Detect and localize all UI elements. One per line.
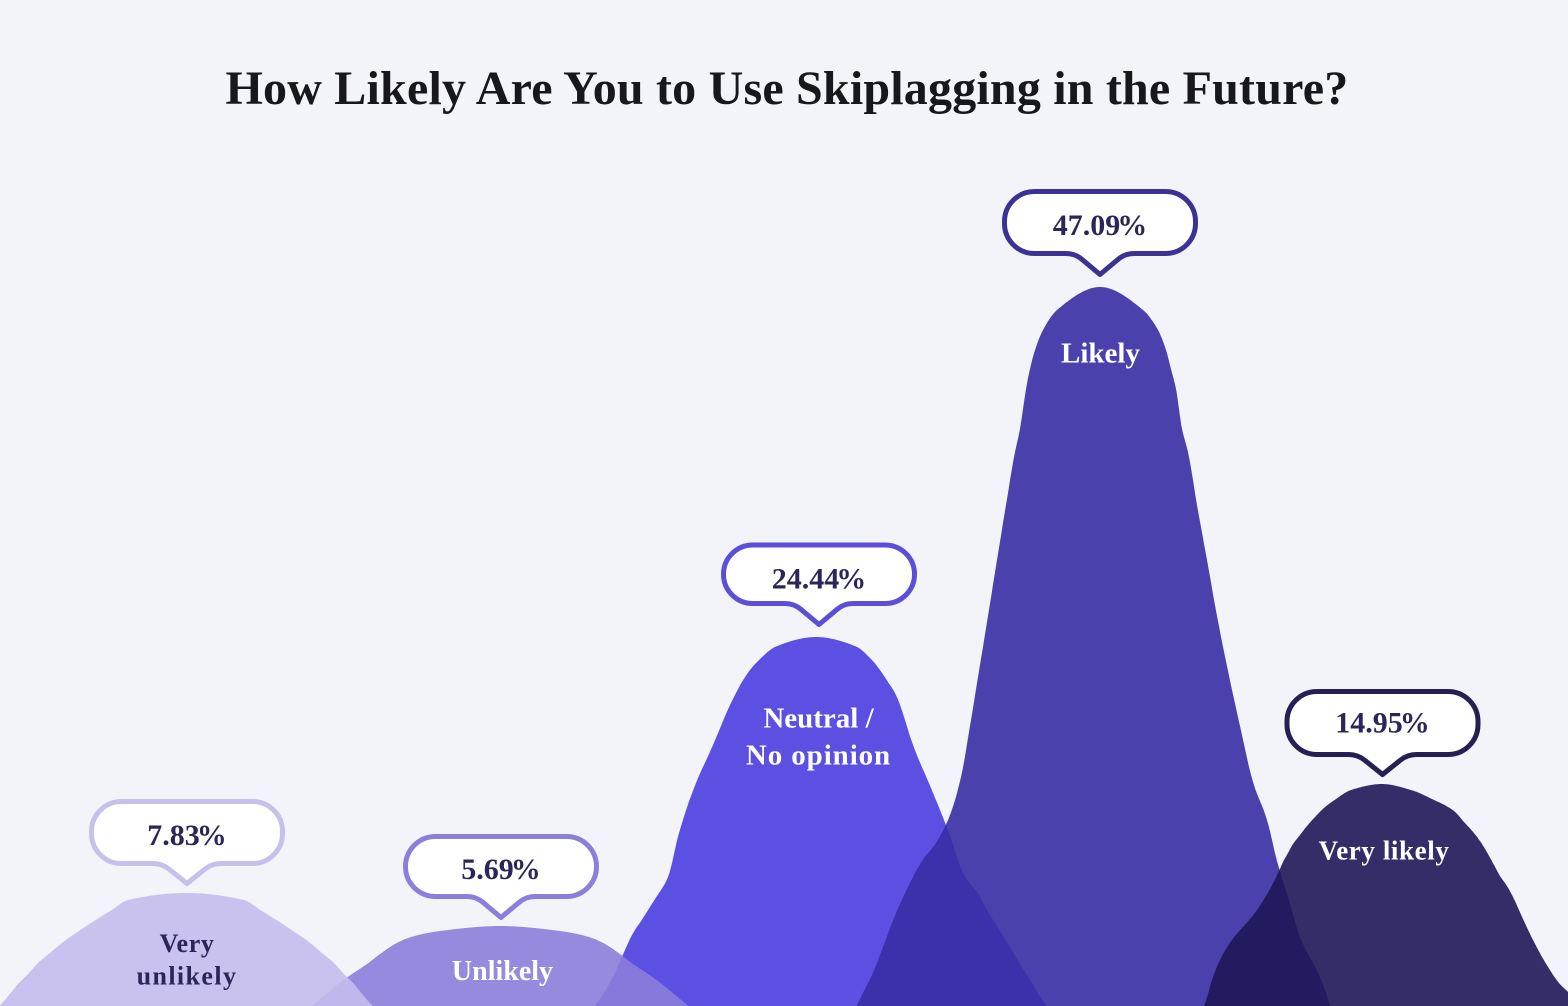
svg-text:unlikely: unlikely (137, 962, 238, 991)
svg-text:24.44%: 24.44% (772, 563, 867, 596)
svg-text:5.69%: 5.69% (461, 853, 541, 886)
svg-text:7.83%: 7.83% (147, 819, 227, 852)
svg-text:Unlikely: Unlikely (452, 956, 553, 987)
svg-text:Very: Very (160, 929, 215, 958)
svg-text:Likely: Likely (1061, 338, 1140, 370)
svg-text:No opinion: No opinion (746, 740, 891, 772)
svg-text:14.95%: 14.95% (1335, 707, 1430, 740)
svg-text:Very likely: Very likely (1319, 836, 1450, 866)
svg-text:47.09%: 47.09% (1053, 209, 1148, 242)
svg-text:Neutral /: Neutral / (763, 703, 874, 735)
svg-text:How Likely Are You to Use Skip: How Likely Are You to Use Skiplagging in… (226, 62, 1349, 115)
